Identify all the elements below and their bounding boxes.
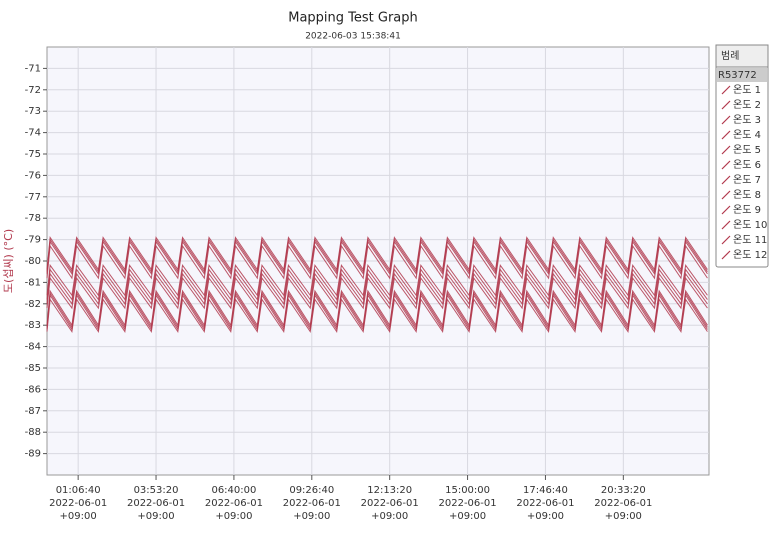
y-tick-label: -76: [25, 170, 41, 181]
legend-entry: 온도 10: [733, 219, 767, 231]
legend-swatch: [721, 205, 731, 215]
series-line: [46, 272, 708, 306]
legend-entry: 온도 12: [733, 249, 767, 261]
legend-entry: 온도 11: [733, 234, 767, 246]
series-line: [46, 276, 708, 310]
y-tick-label: -75: [25, 149, 41, 160]
legend-swatch: [721, 130, 731, 140]
y-tick-label: -88: [25, 427, 41, 438]
x-tick-label: 17:46:40 2022-06-01 +09:00: [516, 485, 574, 522]
legend-swatch: [721, 175, 731, 185]
legend-header: [715, 44, 769, 68]
x-tick-label: 20:33:20 2022-06-01 +09:00: [594, 485, 652, 522]
y-tick-label: -74: [25, 128, 41, 139]
chart-title: Mapping Test Graph: [288, 11, 418, 26]
y-tick-label: -78: [25, 213, 41, 224]
series-line: [46, 298, 708, 333]
y-tick-label: -87: [25, 406, 41, 417]
legend-swatch: [721, 160, 731, 170]
legend-entry: 온도 3: [733, 114, 761, 126]
series-line: [46, 244, 708, 280]
legend-entry: 온도 1: [733, 84, 761, 96]
legend-group: R53772: [718, 70, 757, 81]
y-tick-label: -77: [25, 192, 41, 203]
legend-entry: 온도 4: [733, 129, 761, 141]
legend-swatch: [721, 220, 731, 230]
y-tick-label: -83: [25, 320, 41, 331]
x-tick-label: 09:26:40 2022-06-01 +09:00: [283, 485, 341, 522]
legend-entry: 온도 9: [733, 204, 761, 216]
series-line: [46, 268, 708, 301]
legend-swatch: [721, 85, 731, 95]
legend-entry: 온도 8: [733, 189, 761, 201]
legend-swatch: [721, 115, 731, 125]
y-tick-label: -81: [25, 277, 41, 288]
legend-group-bg: [717, 68, 767, 82]
y-tick-label: -85: [25, 363, 41, 374]
y-tick-label: -73: [25, 106, 41, 117]
series-line: [46, 263, 708, 297]
legend-title: 범례: [721, 50, 739, 62]
y-tick-label: -71: [25, 63, 41, 74]
y-tick-label: -86: [25, 384, 41, 395]
x-tick-label: 12:13:20 2022-06-01 +09:00: [361, 485, 419, 522]
y-axis-label: 도(섭씨) (°C): [2, 229, 15, 293]
y-tick-label: -72: [25, 85, 41, 96]
x-tick-label: 01:06:40 2022-06-01 +09:00: [49, 485, 107, 522]
legend-entry: 온도 2: [733, 99, 761, 111]
y-tick-label: -89: [25, 449, 41, 460]
y-tick-label: -84: [25, 342, 41, 353]
y-tick-label: -79: [25, 235, 41, 246]
y-tick-label: -80: [25, 256, 41, 267]
legend-swatch: [721, 145, 731, 155]
legend-entry: 온도 5: [733, 144, 761, 156]
x-tick-label: 15:00:00 2022-06-01 +09:00: [439, 485, 497, 522]
legend-swatch: [721, 190, 731, 200]
x-tick-label: 03:53:20 2022-06-01 +09:00: [127, 485, 185, 522]
legend-entry: 온도 6: [733, 159, 761, 171]
legend-swatch: [721, 235, 731, 245]
series-line: [46, 240, 708, 276]
legend-entry: 온도 7: [733, 174, 761, 186]
legend-swatch: [721, 100, 731, 110]
y-tick-label: -82: [25, 299, 41, 310]
legend-swatch: [721, 250, 731, 260]
x-tick-label: 06:40:00 2022-06-01 +09:00: [205, 485, 263, 522]
chart-subtitle: 2022-06-03 15:38:41: [305, 32, 401, 42]
